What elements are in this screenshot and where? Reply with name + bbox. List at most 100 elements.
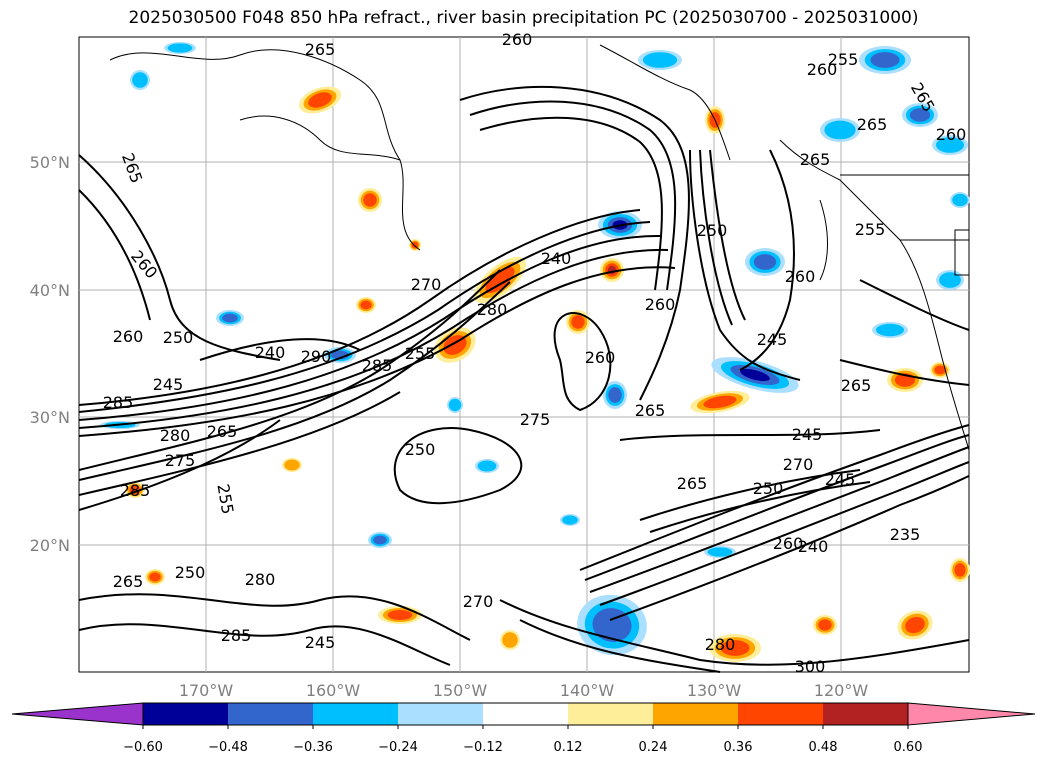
contour-label: 260 <box>645 295 676 314</box>
colorbar-tick-label: 0.24 <box>639 740 668 755</box>
lat-label: 20°N <box>30 536 70 555</box>
pc-shade-patch <box>360 301 371 310</box>
pc-shade-patch <box>870 52 899 68</box>
contour-label: 275 <box>165 451 196 470</box>
contour-label: 290 <box>301 347 332 366</box>
contour-label: 285 <box>221 626 252 645</box>
lon-label: 160°W <box>306 681 361 700</box>
contour-label: 270 <box>783 455 814 474</box>
pc-shade-patch <box>449 399 461 411</box>
contour-label: 245 <box>305 633 336 652</box>
contour-label: 265 <box>677 474 708 493</box>
colorbar-labels: −0.60 −0.48 −0.36 −0.24 −0.12 0.12 0.24 0.36 0.4… <box>123 725 922 755</box>
contour-label: 240 <box>541 249 572 268</box>
pc-shade-patch <box>876 324 904 336</box>
contour-label: 245 <box>153 375 184 394</box>
colorbar-segment <box>653 703 738 725</box>
contour-label: 265 <box>635 401 666 420</box>
contour-label: 245 <box>792 425 823 444</box>
lon-label: 120°W <box>814 681 869 700</box>
pc-shade-patch <box>284 460 300 471</box>
longitude-labels: 170°W 160°W 150°W 140°W 130°W 120°W <box>179 681 869 700</box>
contour-label: 270 <box>463 592 494 611</box>
colorbar-tick-label: −0.60 <box>123 740 163 755</box>
pc-shade-patch <box>373 536 386 545</box>
colorbar-extend-min <box>12 703 143 725</box>
pc-shade-patch <box>388 610 413 620</box>
pc-shade-patch <box>954 563 965 576</box>
colorbar-segment <box>228 703 313 725</box>
colorbar-tick-label: −0.12 <box>463 740 503 755</box>
contour-label: 255 <box>828 50 859 69</box>
contour-label: 280 <box>705 635 736 654</box>
contour-label: 300 <box>795 657 826 676</box>
contour-label: 240 <box>255 343 286 362</box>
lat-label: 50°N <box>30 153 70 172</box>
pc-shade-patch <box>608 387 621 403</box>
contour-label: 240 <box>798 537 829 556</box>
pc-shade-patch <box>754 254 776 270</box>
colorbar-segment <box>568 703 653 725</box>
contour-label: 265 <box>800 150 831 169</box>
colorbar-tick-label: 0.36 <box>724 740 753 755</box>
colorbar-segment <box>143 703 228 725</box>
pc-shade-patch <box>412 242 419 249</box>
contour-label: 265 <box>305 40 336 59</box>
contour-label: 280 <box>160 426 191 445</box>
colorbar-tick-label: 0.12 <box>554 740 583 755</box>
contour-label: 265 <box>113 572 144 591</box>
colorbar-extend-max <box>908 703 1035 725</box>
pc-shade-patch <box>149 573 160 582</box>
pc-shade-patch <box>562 515 578 524</box>
pc-shade-patch <box>643 52 677 68</box>
colorbar-tick-label: −0.36 <box>293 740 333 755</box>
lon-label: 140°W <box>560 681 615 700</box>
colorbar-segment <box>483 703 568 725</box>
contour-label: 265 <box>841 376 872 395</box>
lon-label: 170°W <box>179 681 234 700</box>
contour-label: 245 <box>825 470 856 489</box>
contour-label: 250 <box>163 328 194 347</box>
contour-label: 275 <box>520 410 551 429</box>
pc-shade-patch <box>168 43 193 52</box>
contour-label: 270 <box>411 275 442 294</box>
contour-label: 250 <box>175 563 206 582</box>
colorbar-segment <box>738 703 823 725</box>
pc-shade-patch <box>132 72 148 88</box>
contour-label: 260 <box>113 327 144 346</box>
colorbar-segment <box>398 703 483 725</box>
contour-label: 280 <box>245 570 276 589</box>
colorbar-tick-label: −0.24 <box>378 740 418 755</box>
lon-label: 130°W <box>687 681 742 700</box>
pc-shade-patch <box>571 315 584 328</box>
pc-shade-patch <box>824 121 855 140</box>
contour-label: 260 <box>936 125 967 144</box>
contour-label: 235 <box>890 525 921 544</box>
pc-shade-patch <box>818 619 831 630</box>
contour-label: 285 <box>103 393 134 412</box>
contour-label: 280 <box>477 300 508 319</box>
contour-label: 285 <box>362 356 393 375</box>
lat-label: 30°N <box>30 408 70 427</box>
contour-label: 260 <box>785 267 816 286</box>
colorbar-tick-label: −0.48 <box>208 740 248 755</box>
pc-shade-patch <box>708 547 733 556</box>
colorbar-tick-label: 0.60 <box>894 740 923 755</box>
colorbar-tick-label: 0.48 <box>809 740 838 755</box>
contour-label: 250 <box>697 221 728 240</box>
contour-label: 255 <box>405 344 436 363</box>
latitude-labels: 50°N40°N30°N20°N <box>30 153 70 555</box>
contour-label: 250 <box>405 440 436 459</box>
contour-label: 260 <box>585 348 616 367</box>
map-figure: 265 260 265 260 255 265 265 260 265 255 260 250 260 2… <box>0 0 1047 765</box>
contour-label: 265 <box>857 115 888 134</box>
pc-shade-patch <box>222 314 238 323</box>
contour-label: 255 <box>855 220 886 239</box>
colorbar-segment <box>313 703 398 725</box>
lon-label: 150°W <box>433 681 488 700</box>
contour-label: 260 <box>502 30 533 49</box>
pc-shade-patch <box>502 632 518 648</box>
pc-shade-patch <box>363 193 376 206</box>
pc-shade-patch <box>478 461 497 472</box>
contour-label: 265 <box>207 422 238 441</box>
